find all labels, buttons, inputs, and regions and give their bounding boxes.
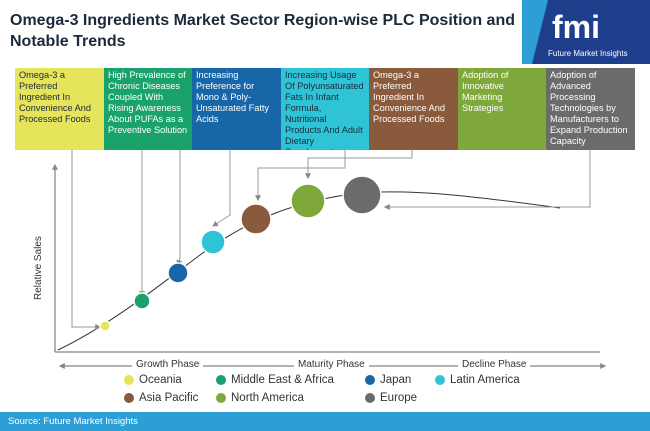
phase-decline: Decline Phase — [458, 359, 531, 370]
source-note: Source: Future Market Insights — [0, 412, 650, 431]
trend-box-5: Omega-3 a Preferred Ingredient In Conven… — [369, 68, 458, 150]
legend-item: Asia Pacific — [124, 392, 198, 404]
legend-label: Europe — [380, 392, 418, 404]
legend-swatch — [216, 375, 226, 385]
connector-arrow-1 — [71, 150, 102, 330]
connector-arrow-5 — [255, 150, 346, 202]
legend-swatch — [216, 393, 226, 403]
legend-swatch — [365, 393, 375, 403]
phase-growth: Growth Phase — [132, 359, 204, 370]
chart-title: Omega-3 Ingredients Market Sector Region… — [10, 12, 515, 50]
legend-item: Japan — [365, 374, 411, 386]
legend-item: Middle East & Africa — [216, 374, 334, 386]
connector-arrow-7 — [383, 150, 591, 210]
connector-arrow-3 — [176, 150, 183, 267]
trend-box-4: Increasing Usage Of Polyunsaturated Fats… — [281, 68, 369, 150]
region-circle-middle-east-africa — [133, 292, 151, 310]
trend-box-7: Adoption of Advanced Processing Technolo… — [546, 68, 635, 150]
logo-tagline: Future Market Insights — [548, 49, 628, 58]
legend-swatch — [124, 393, 134, 403]
connector-arrow-4 — [211, 150, 231, 227]
legend-swatch — [365, 375, 375, 385]
phase-maturity: Maturity Phase — [294, 359, 369, 370]
legend-label: Latin America — [450, 374, 520, 386]
legend-item: North America — [216, 392, 304, 404]
region-circle-japan — [167, 262, 189, 284]
trend-box-3: Increasing Preference for Mono & Poly-Un… — [192, 68, 281, 150]
y-axis-label: Relative Sales — [33, 236, 44, 300]
legend-label: Middle East & Africa — [231, 374, 334, 386]
trend-box-1: Omega-3 a Preferred Ingredient In Conven… — [15, 68, 104, 150]
legend-swatch — [435, 375, 445, 385]
fmi-logo: fmi Future Market Insights — [522, 0, 650, 64]
legend-item: Latin America — [435, 374, 520, 386]
region-circle-oceania — [99, 320, 111, 332]
plc-curve — [57, 191, 561, 351]
region-circle-asia-pacific — [240, 203, 272, 235]
legend-label: Japan — [380, 374, 412, 386]
legend-swatch — [124, 375, 134, 385]
legend-label: Asia Pacific — [139, 392, 199, 404]
legend-label: North America — [231, 392, 304, 404]
region-circle-latin-america — [200, 229, 226, 255]
legend: Oceania Middle East & Africa Japan Latin Am… — [0, 374, 650, 410]
legend-label: Oceania — [139, 374, 182, 386]
legend-item: Europe — [365, 392, 417, 404]
region-circle-europe — [342, 175, 382, 215]
connector-arrow-6 — [305, 150, 413, 180]
trend-box-6: Adoption of Innovative Marketing Strateg… — [458, 68, 546, 150]
trend-box-2: High Prevalence of Chronic Diseases Coup… — [104, 68, 192, 150]
legend-item: Oceania — [124, 374, 182, 386]
logo-mark: fmi — [552, 9, 600, 45]
region-circle-north-america — [290, 183, 326, 219]
